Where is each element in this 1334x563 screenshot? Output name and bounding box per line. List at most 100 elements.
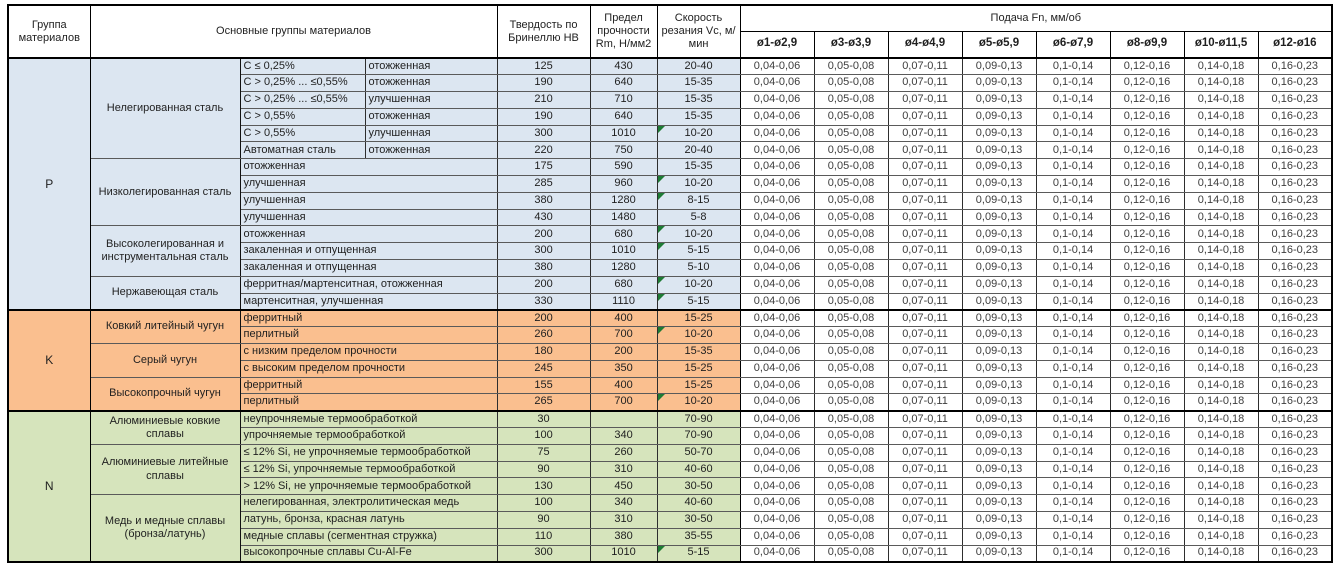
feed-value-cell: 0,05-0,08 <box>813 359 889 378</box>
feed-value-cell: 0,14-0,18 <box>1183 343 1259 361</box>
material-description-cell: закаленная и отпущенная <box>239 259 498 277</box>
strength-cell: 1480 <box>589 208 658 227</box>
feed-value-cell: 0,12-0,16 <box>1109 393 1185 412</box>
feed-value-cell: 0,1-0,14 <box>1035 175 1111 193</box>
comment-triangle-icon <box>658 226 665 234</box>
feed-value-cell: 0,09-0,13 <box>961 208 1037 227</box>
header-feed-d4: ø5-ø5,9 <box>961 30 1037 59</box>
hardness-cell: 90 <box>496 460 591 479</box>
table-row: с высоким пределом прочности 245 350 15-25 0… <box>8 359 1333 378</box>
feed-value-cell: 0,09-0,13 <box>961 359 1037 378</box>
cutting-speed-cell: 70-90 <box>656 427 741 445</box>
material-group-letter: N <box>7 409 91 563</box>
feed-value-cell: 0,16-0,23 <box>1257 124 1333 143</box>
feed-value-cell: 0,12-0,16 <box>1109 208 1185 227</box>
feed-value-cell: 0,1-0,14 <box>1035 292 1111 311</box>
feed-value-cell: 0,07-0,11 <box>887 460 963 479</box>
feed-value-cell: 0,1-0,14 <box>1035 409 1111 429</box>
strength-cell <box>589 409 658 429</box>
material-condition-cell: C > 0,25% ... ≤0,55% <box>239 91 366 109</box>
table-row: Алюминиевые литейные сплавы ≤ 12% Si, не … <box>8 443 1333 496</box>
cutting-speed-cell: 10-20 <box>656 326 741 345</box>
comment-triangle-icon <box>658 193 665 200</box>
feed-value-cell: 0,16-0,23 <box>1257 393 1333 412</box>
feed-value-cell: 0,07-0,11 <box>887 242 963 261</box>
material-subgroup-label: Алюминиевые ковкие сплавы <box>89 409 241 445</box>
feed-value-cell: 0,12-0,16 <box>1109 225 1185 244</box>
cutting-speed-cell: 5-10 <box>656 259 741 277</box>
feed-value-cell: 0,07-0,11 <box>887 527 963 546</box>
hardness-cell: 300 <box>496 544 591 563</box>
feed-value-cell: 0,16-0,23 <box>1257 376 1333 395</box>
feed-value-cell: 0,09-0,13 <box>961 308 1037 328</box>
feed-value-cell: 0,05-0,08 <box>813 158 889 177</box>
material-description-cell: перлитный <box>239 326 498 345</box>
feed-value-cell: 0,09-0,13 <box>961 443 1037 462</box>
cutting-data-table: Группа материалов Основные группы матери… <box>7 4 1334 563</box>
feed-value-cell: 0,04-0,06 <box>739 57 815 76</box>
feed-value-cell: 0,07-0,11 <box>887 191 963 210</box>
cutting-speed-cell: 10-20 <box>656 225 741 244</box>
comment-triangle-icon <box>658 394 665 402</box>
feed-value-cell: 0,07-0,11 <box>887 494 963 513</box>
comment-triangle-icon <box>658 294 665 301</box>
feed-value-cell: 0,04-0,06 <box>739 124 815 143</box>
feed-value-cell: 0,12-0,16 <box>1109 494 1185 513</box>
header-feed-d1: ø1-ø2,9 <box>739 30 815 59</box>
comment-triangle-icon <box>658 126 665 133</box>
feed-value-cell: 0,12-0,16 <box>1109 511 1185 529</box>
table-row: C > 0,25% ... ≤0,55% улучшенная 210 710 15-3… <box>8 91 1333 109</box>
strength-cell: 1010 <box>589 242 658 261</box>
feed-value-cell: 0,05-0,08 <box>813 494 889 513</box>
feed-value-cell: 0,04-0,06 <box>739 409 815 429</box>
cutting-speed-cell: 40-60 <box>656 460 741 479</box>
table-body: P Нелегированная сталь C ≤ 0,25% отожженная… <box>7 57 1333 563</box>
cutting-speed-cell: 15-25 <box>656 376 741 395</box>
strength-cell: 680 <box>589 275 658 294</box>
feed-value-cell: 0,07-0,11 <box>887 343 963 361</box>
feed-value-cell: 0,14-0,18 <box>1183 544 1259 563</box>
feed-value-cell: 0,04-0,06 <box>739 359 815 378</box>
header-feed-d2: ø3-ø3,9 <box>813 30 889 59</box>
feed-value-cell: 0,12-0,16 <box>1109 443 1185 462</box>
table-row: медные сплавы (сегментная стружка) 110 380… <box>8 527 1333 546</box>
feed-value-cell: 0,16-0,23 <box>1257 443 1333 462</box>
feed-value-cell: 0,07-0,11 <box>887 158 963 177</box>
feed-value-cell: 0,07-0,11 <box>887 107 963 126</box>
feed-value-cell: 0,09-0,13 <box>961 544 1037 563</box>
feed-value-cell: 0,04-0,06 <box>739 511 815 529</box>
feed-value-cell: 0,04-0,06 <box>739 292 815 311</box>
header-feed-d3: ø4-ø4,9 <box>887 30 963 59</box>
strength-cell: 1280 <box>589 259 658 277</box>
header-tensile-strength: Предел прочности Rm, Н/мм2 <box>589 4 658 59</box>
feed-value-cell: 0,1-0,14 <box>1035 308 1111 328</box>
feed-value-cell: 0,16-0,23 <box>1257 511 1333 529</box>
material-description-cell: высокопрочные сплавы Cu-Al-Fe <box>239 544 498 563</box>
cutting-speed-cell: 15-25 <box>656 308 741 328</box>
feed-value-cell: 0,07-0,11 <box>887 275 963 294</box>
strength-cell: 430 <box>589 57 658 76</box>
material-description-cell: улучшенная <box>239 175 498 193</box>
material-description-cell: отожженная <box>239 225 498 244</box>
table-row: Автоматная сталь отожженная 220 750 20-40 0,0… <box>8 141 1333 160</box>
strength-cell: 310 <box>589 460 658 479</box>
feed-value-cell: 0,12-0,16 <box>1109 275 1185 294</box>
feed-value-cell: 0,12-0,16 <box>1109 544 1185 563</box>
table-row: перлитный 260 700 10-20 0,04-0,06 0,05-0,08 0,… <box>8 326 1333 345</box>
table-row: K Ковкий литейный чугун ферритный 200 400 15-… <box>7 308 1333 412</box>
feed-value-cell: 0,07-0,11 <box>887 57 963 76</box>
strength-cell: 700 <box>589 326 658 345</box>
feed-value-cell: 0,09-0,13 <box>961 74 1037 93</box>
feed-value-cell: 0,14-0,18 <box>1183 443 1259 462</box>
table-row: улучшенная 430 1480 5-8 0,04-0,06 0,05-0,08 0,… <box>8 208 1333 227</box>
feed-value-cell: 0,16-0,23 <box>1257 57 1333 76</box>
cutting-speed-cell: 5-15 <box>656 242 741 261</box>
feed-value-cell: 0,1-0,14 <box>1035 477 1111 496</box>
feed-value-cell: 0,09-0,13 <box>961 477 1037 496</box>
feed-value-cell: 0,1-0,14 <box>1035 359 1111 378</box>
hardness-cell: 190 <box>496 107 591 126</box>
feed-value-cell: 0,16-0,23 <box>1257 527 1333 546</box>
strength-cell: 450 <box>589 477 658 496</box>
cutting-speed-cell: 5-15 <box>656 292 741 311</box>
feed-value-cell: 0,16-0,23 <box>1257 175 1333 193</box>
